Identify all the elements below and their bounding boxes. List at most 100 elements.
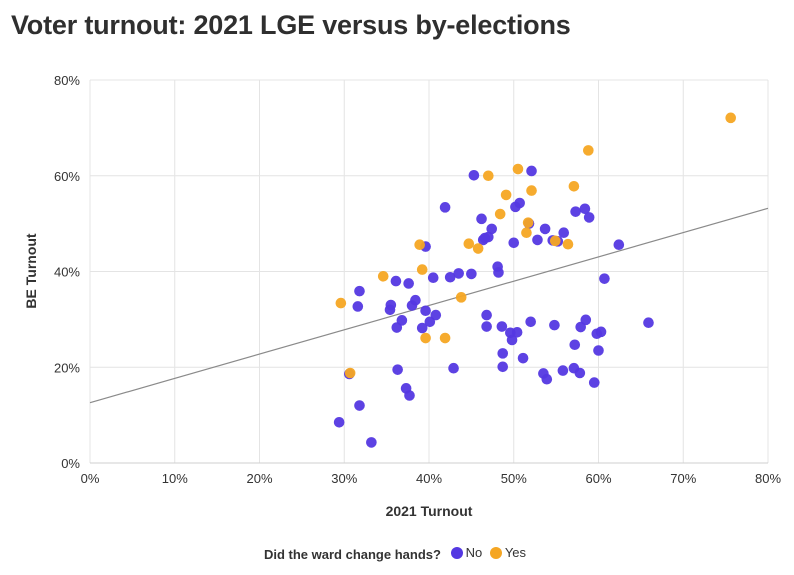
point-no[interactable]	[549, 319, 560, 331]
point-yes[interactable]	[583, 145, 594, 156]
point-no[interactable]	[481, 321, 492, 332]
point-no[interactable]	[410, 294, 421, 306]
point-yes[interactable]	[472, 243, 484, 254]
point-no[interactable]	[453, 268, 464, 279]
point-no[interactable]	[569, 339, 581, 351]
x-tick-label: 40%	[416, 471, 442, 486]
point-no[interactable]	[599, 273, 610, 284]
point-no[interactable]	[476, 213, 487, 225]
point-no[interactable]	[404, 390, 415, 401]
x-tick-label: 50%	[501, 471, 527, 486]
point-no[interactable]	[396, 315, 408, 326]
point-yes[interactable]	[344, 367, 356, 379]
point-yes[interactable]	[335, 297, 347, 309]
point-no[interactable]	[444, 271, 456, 283]
legend-item-yes[interactable]: Yes	[489, 545, 527, 560]
point-no[interactable]	[427, 272, 439, 284]
point-yes[interactable]	[526, 185, 537, 196]
point-no[interactable]	[439, 202, 451, 213]
point-no[interactable]	[385, 299, 397, 311]
legend-title: Did the ward change hands?	[263, 546, 441, 562]
point-no[interactable]	[497, 348, 509, 359]
point-yes[interactable]	[725, 112, 737, 124]
point-no[interactable]	[517, 352, 529, 364]
point-no[interactable]	[468, 169, 480, 181]
point-no[interactable]	[390, 275, 402, 287]
point-no[interactable]	[392, 364, 403, 375]
point-yes[interactable]	[420, 332, 431, 344]
point-no[interactable]	[539, 223, 551, 235]
x-axis-label: 2021 Turnout	[386, 503, 473, 519]
tick-labels: 0% 10% 20% 30% 40% 50% 60% 70% 80% 0% 20% 40% 60% 80%	[54, 73, 781, 486]
point-no[interactable]	[486, 223, 498, 235]
x-tick-label: 80%	[755, 471, 781, 486]
trend-line	[89, 207, 769, 404]
point-no[interactable]	[580, 314, 592, 326]
point-yes[interactable]	[562, 238, 574, 250]
point-no[interactable]	[593, 345, 604, 356]
point-no[interactable]	[541, 373, 553, 385]
x-tick-label: 20%	[246, 471, 272, 486]
point-no[interactable]	[497, 361, 509, 373]
point-no[interactable]	[466, 268, 477, 280]
point-yes[interactable]	[494, 208, 506, 220]
legend-swatch-yes	[489, 546, 502, 559]
point-no[interactable]	[481, 309, 492, 321]
point-no[interactable]	[354, 400, 365, 411]
point-no[interactable]	[532, 234, 543, 246]
point-no[interactable]	[354, 285, 365, 297]
point-yes[interactable]	[377, 270, 389, 282]
point-no[interactable]	[448, 362, 459, 374]
point-no[interactable]	[508, 237, 520, 249]
x-tick-label: 30%	[331, 471, 357, 486]
point-yes[interactable]	[439, 332, 451, 344]
point-yes[interactable]	[522, 217, 534, 228]
point-no[interactable]	[514, 197, 525, 209]
point-no[interactable]	[333, 417, 345, 428]
point-yes[interactable]	[500, 189, 512, 201]
point-no[interactable]	[558, 227, 570, 239]
point-no[interactable]	[403, 278, 414, 289]
y-tick-label: 60%	[54, 169, 80, 184]
point-no[interactable]	[352, 301, 364, 312]
point-no[interactable]	[583, 212, 595, 223]
legend-label-no: No	[465, 545, 483, 560]
data-points	[333, 112, 737, 448]
point-yes[interactable]	[414, 239, 425, 250]
point-no[interactable]	[506, 334, 518, 346]
point-no[interactable]	[526, 165, 537, 177]
point-no[interactable]	[588, 377, 600, 388]
point-no[interactable]	[366, 437, 377, 448]
point-yes[interactable]	[463, 238, 475, 250]
chart-title: Voter turnout: 2021 LGE versus by-electi…	[11, 10, 571, 40]
legend-item-no[interactable]: No	[450, 545, 483, 560]
point-no[interactable]	[557, 365, 569, 376]
point-no[interactable]	[643, 317, 654, 329]
point-no[interactable]	[416, 322, 428, 334]
point-no[interactable]	[430, 309, 442, 321]
point-yes[interactable]	[483, 170, 494, 182]
point-no[interactable]	[420, 305, 431, 317]
point-no[interactable]	[511, 327, 523, 338]
legend-label-yes: Yes	[504, 545, 527, 560]
point-no[interactable]	[493, 267, 504, 278]
point-yes[interactable]	[455, 292, 467, 303]
x-tick-label: 10%	[162, 471, 188, 486]
y-axis-label: BE Turnout	[23, 233, 39, 309]
point-no[interactable]	[579, 203, 591, 215]
point-yes[interactable]	[512, 163, 524, 175]
point-no[interactable]	[595, 326, 607, 338]
point-no[interactable]	[483, 231, 494, 243]
point-yes[interactable]	[549, 235, 561, 247]
point-no[interactable]	[574, 367, 586, 379]
point-no[interactable]	[496, 321, 508, 332]
point-yes[interactable]	[521, 227, 532, 239]
point-no[interactable]	[525, 316, 536, 328]
y-tick-label: 20%	[54, 360, 80, 375]
point-yes[interactable]	[568, 180, 580, 192]
point-yes[interactable]	[416, 264, 428, 275]
point-no[interactable]	[613, 239, 625, 250]
x-tick-label: 70%	[670, 471, 696, 486]
y-tick-label: 40%	[54, 265, 80, 280]
point-no[interactable]	[570, 206, 581, 217]
